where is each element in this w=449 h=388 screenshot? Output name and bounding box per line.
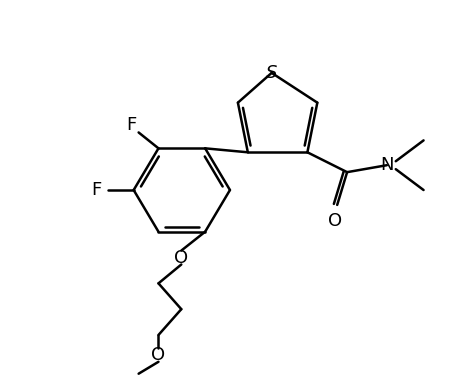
Text: O: O — [328, 212, 342, 230]
Text: F: F — [127, 116, 137, 133]
Text: O: O — [174, 249, 189, 267]
Text: O: O — [151, 346, 166, 364]
Text: N: N — [380, 156, 394, 174]
Text: F: F — [91, 181, 101, 199]
Text: S: S — [266, 64, 277, 82]
